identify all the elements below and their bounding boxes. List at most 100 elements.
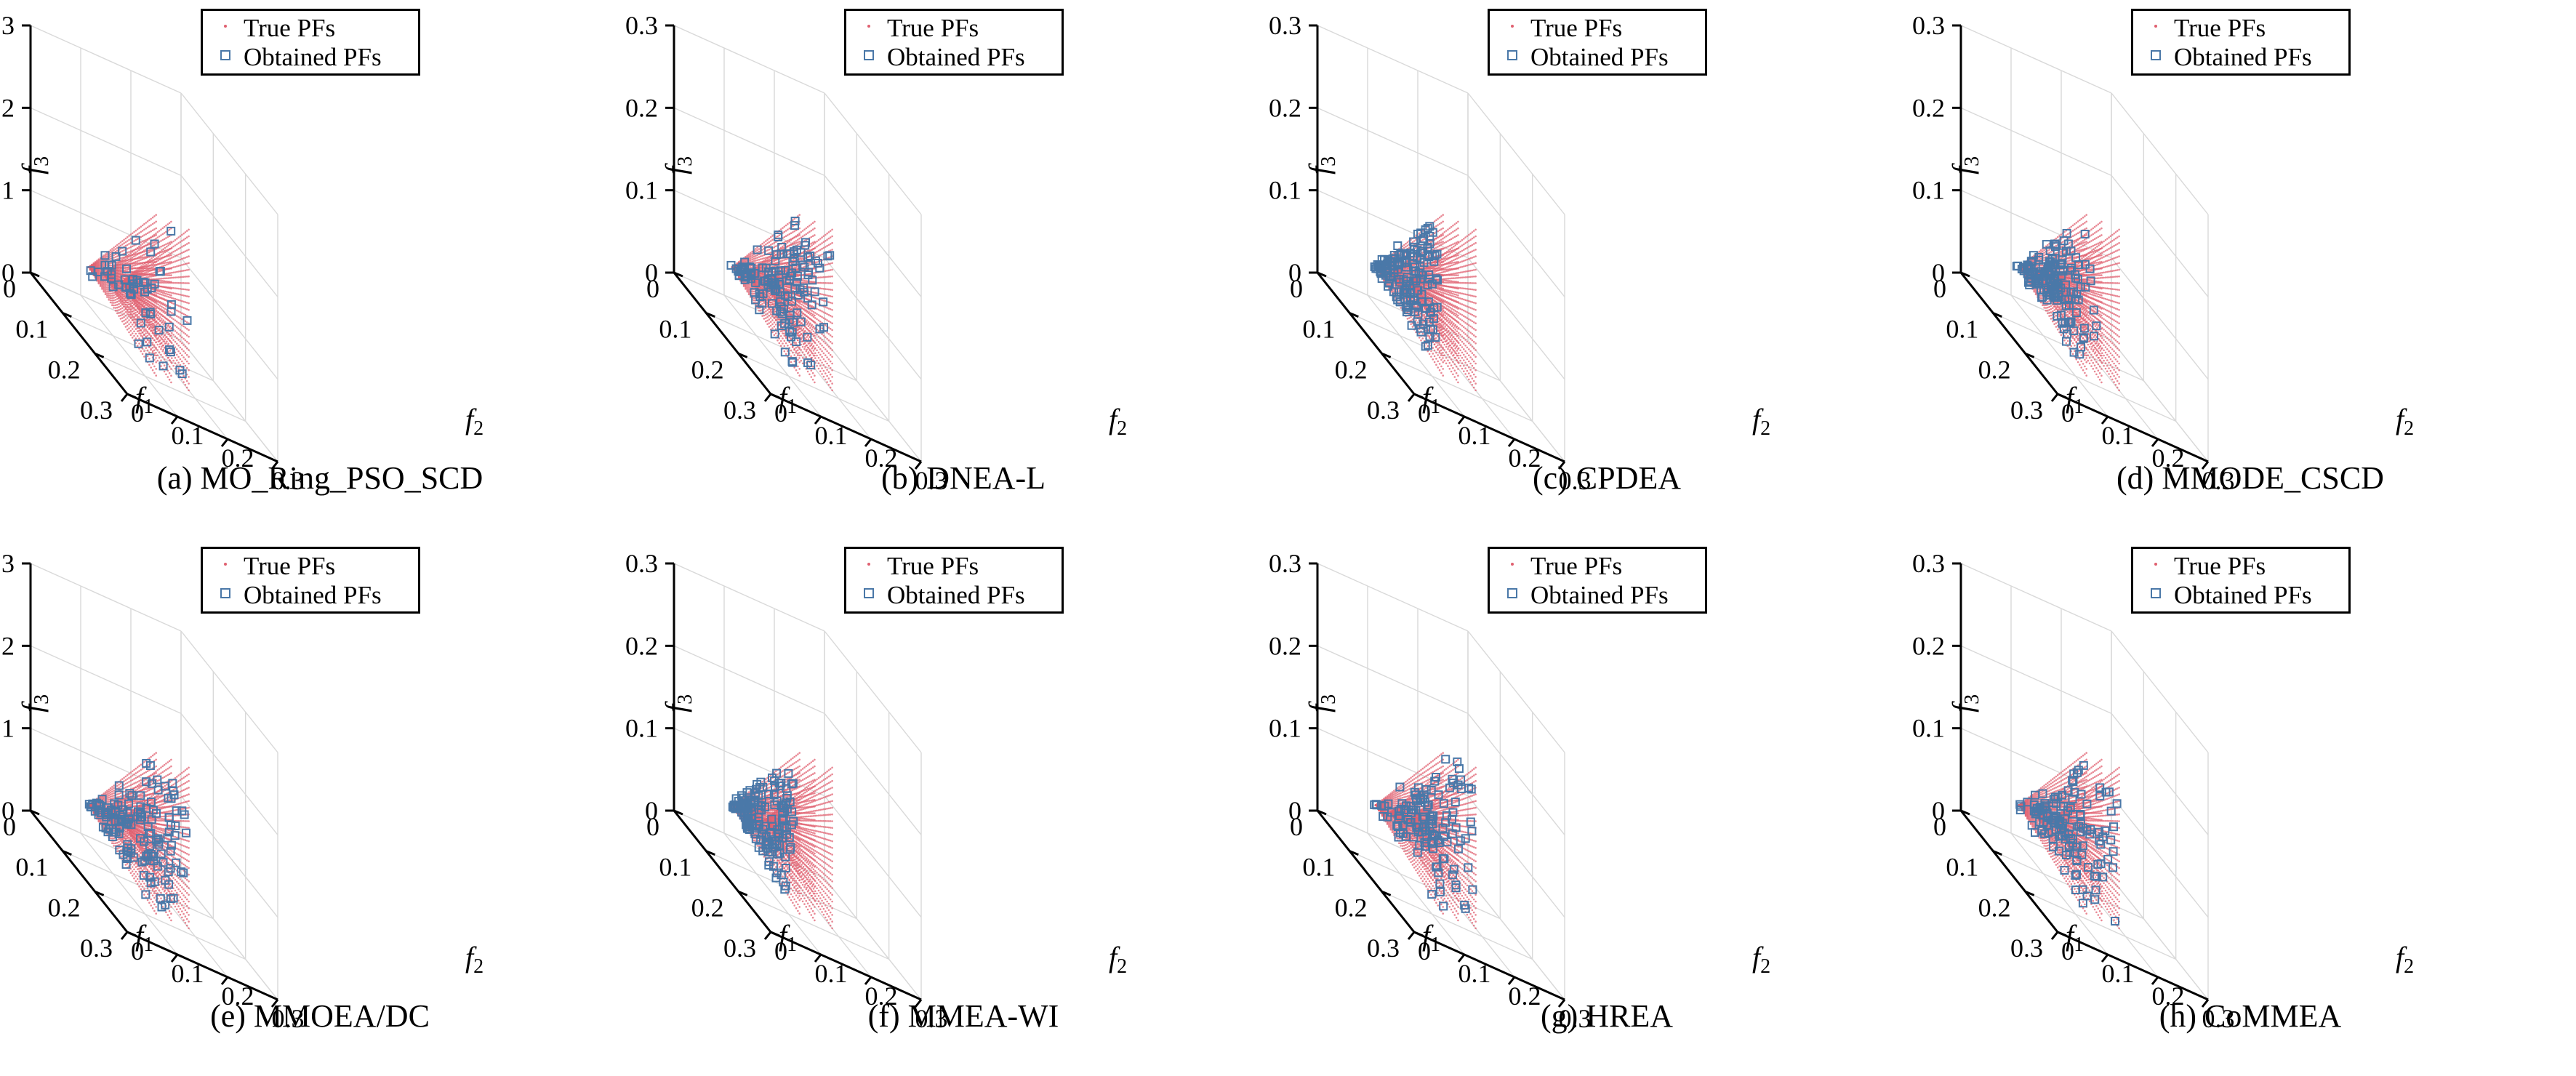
true-pf-point <box>133 310 135 312</box>
true-pf-point <box>103 281 105 284</box>
true-pf-point <box>181 282 183 284</box>
true-pf-point <box>158 235 161 238</box>
true-pf-point <box>159 293 161 295</box>
true-pf-point <box>151 216 154 219</box>
true-pf-point <box>145 263 148 266</box>
true-pf-point <box>133 300 136 302</box>
true-pf-point <box>116 268 119 270</box>
true-pf-point <box>141 320 144 322</box>
true-pf-point <box>170 294 172 297</box>
true-pf-point <box>106 289 108 291</box>
true-pf-point <box>768 293 770 295</box>
true-pf-point <box>129 300 132 302</box>
true-pf-point <box>185 269 188 271</box>
true-pf-point <box>121 297 124 300</box>
true-pf-point <box>746 284 748 287</box>
true-pf-point <box>182 238 185 241</box>
true-pf-point <box>167 342 169 345</box>
true-pf-point <box>750 257 752 260</box>
true-pf-point <box>165 230 167 233</box>
true-pf-point <box>736 262 739 265</box>
true-pf-point <box>116 270 119 273</box>
true-pf-point <box>188 255 190 257</box>
true-pf-point <box>138 323 140 325</box>
true-pf-point <box>769 317 772 319</box>
true-pf-point <box>179 334 182 337</box>
true-pf-point <box>157 292 159 295</box>
true-pf-point <box>790 337 793 340</box>
true-pf-point <box>131 316 134 318</box>
true-pf-point <box>777 261 779 264</box>
true-pf-point <box>174 244 177 246</box>
true-pf-point <box>166 295 168 297</box>
true-pf-point <box>161 302 163 304</box>
true-pf-point <box>188 282 190 284</box>
true-pf-point <box>135 248 137 251</box>
true-pf-point <box>153 344 156 347</box>
true-pf-point <box>785 258 787 261</box>
true-pf-point <box>177 242 180 244</box>
true-pf-point <box>161 297 163 300</box>
true-pf-point <box>116 249 119 252</box>
true-pf-point <box>790 238 793 241</box>
true-pf-point <box>177 367 180 369</box>
true-pf-point <box>138 272 141 274</box>
true-pf-point <box>773 302 775 305</box>
true-pf-point <box>782 332 784 334</box>
true-pf-point <box>179 252 182 255</box>
obtained-pf-point <box>166 226 176 236</box>
true-pf-point <box>121 310 124 313</box>
true-pf-point <box>745 281 747 284</box>
true-pf-point <box>123 295 125 298</box>
true-pf-point <box>185 295 188 297</box>
true-pf-point <box>119 241 122 244</box>
true-pf-point <box>140 248 142 250</box>
true-pf-point <box>172 276 174 279</box>
true-pf-point <box>119 273 121 276</box>
true-pf-point <box>785 335 787 337</box>
true-pf-point <box>782 260 784 262</box>
true-pf-point <box>761 275 763 277</box>
true-pf-point <box>169 272 172 274</box>
true-pf-point <box>747 292 750 294</box>
true-pf-point <box>188 241 190 244</box>
true-pf-point <box>171 312 173 314</box>
true-pf-point <box>165 225 167 227</box>
true-pf-point <box>170 381 172 384</box>
true-pf-point <box>184 320 187 323</box>
legend-label-true: True PFs <box>244 14 335 43</box>
true-pf-point <box>185 321 188 324</box>
true-pf-point <box>145 340 147 343</box>
true-pf-point <box>162 315 164 318</box>
true-pf-point <box>167 244 169 246</box>
f3-tick-label: 0.1 <box>625 176 658 205</box>
true-pf-point <box>126 324 129 327</box>
true-pf-point <box>126 329 129 331</box>
true-pf-point <box>133 249 135 252</box>
true-pf-point <box>104 293 107 296</box>
true-pf-point <box>118 297 120 300</box>
true-pf-point <box>171 317 173 319</box>
f3-tick-label: 0.1 <box>0 176 15 205</box>
true-pf-point <box>128 265 130 268</box>
true-pf-point <box>157 300 159 302</box>
true-pf-point <box>111 297 113 300</box>
true-pf-point <box>161 345 163 348</box>
true-pf-point <box>795 240 798 242</box>
true-pf-point <box>156 264 158 266</box>
true-pf-point <box>766 313 769 315</box>
true-pf-point <box>182 232 185 235</box>
true-pf-point <box>769 313 772 316</box>
true-pf-point <box>188 249 190 251</box>
true-pf-point <box>147 318 150 321</box>
true-pf-point <box>157 270 159 273</box>
true-pf-point <box>161 238 164 241</box>
true-pf-point <box>126 252 129 254</box>
true-pf-point <box>763 314 766 317</box>
true-pf-point <box>184 231 187 233</box>
true-pf-point <box>143 262 146 265</box>
true-pf-point <box>795 342 798 344</box>
true-pf-point <box>798 351 801 354</box>
true-pf-point <box>758 309 761 312</box>
true-pf-point <box>133 244 135 246</box>
